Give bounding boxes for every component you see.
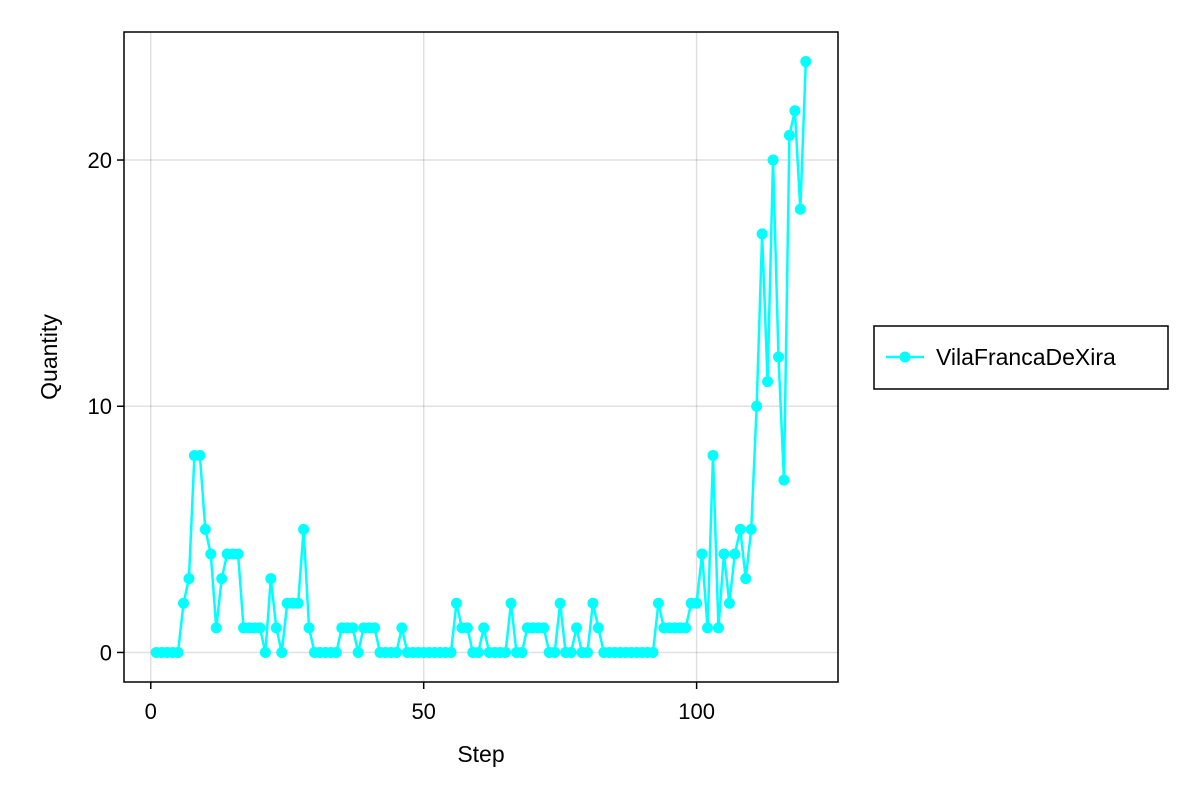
data-point bbox=[265, 573, 277, 585]
data-point bbox=[756, 228, 768, 240]
legend-series-marker bbox=[899, 351, 911, 363]
axis-layer: 0 50 100 0 10 20 bbox=[88, 148, 715, 724]
data-point bbox=[718, 548, 730, 560]
data-point bbox=[794, 203, 806, 215]
data-point bbox=[270, 622, 282, 634]
data-point bbox=[172, 646, 184, 658]
data-point bbox=[210, 622, 222, 634]
x-tick-label: 100 bbox=[678, 699, 715, 724]
data-point bbox=[762, 376, 774, 388]
data-point bbox=[478, 622, 490, 634]
series-layer bbox=[150, 56, 812, 658]
data-point bbox=[696, 548, 708, 560]
data-point bbox=[778, 474, 790, 486]
data-point bbox=[505, 597, 517, 609]
data-point bbox=[571, 622, 583, 634]
data-point bbox=[565, 646, 577, 658]
y-axis-title: Quantity bbox=[36, 314, 62, 400]
data-point bbox=[581, 646, 593, 658]
data-point bbox=[259, 646, 271, 658]
data-point bbox=[199, 523, 211, 535]
data-point bbox=[450, 597, 462, 609]
data-point bbox=[549, 646, 561, 658]
data-point bbox=[734, 523, 746, 535]
data-point bbox=[652, 597, 664, 609]
y-tick-label: 20 bbox=[88, 148, 112, 173]
data-point bbox=[729, 548, 741, 560]
data-point bbox=[472, 646, 484, 658]
y-tick-label: 0 bbox=[100, 640, 112, 665]
data-point bbox=[707, 449, 719, 461]
series-line bbox=[156, 61, 808, 654]
data-point bbox=[183, 573, 195, 585]
data-point bbox=[691, 597, 703, 609]
data-point bbox=[538, 622, 550, 634]
data-point bbox=[178, 597, 189, 609]
data-point bbox=[712, 622, 724, 634]
data-point bbox=[500, 646, 512, 658]
data-point bbox=[445, 646, 457, 658]
data-point bbox=[194, 449, 206, 461]
data-point bbox=[789, 105, 801, 117]
data-point bbox=[347, 622, 359, 634]
data-point bbox=[396, 622, 408, 634]
y-tick-label: 10 bbox=[88, 394, 112, 419]
data-point bbox=[292, 597, 304, 609]
x-axis-title: Step bbox=[457, 741, 504, 767]
data-point bbox=[554, 597, 566, 609]
data-point bbox=[587, 597, 599, 609]
data-point bbox=[390, 646, 402, 658]
data-point bbox=[516, 646, 528, 658]
data-point bbox=[592, 622, 604, 634]
data-point bbox=[800, 56, 812, 68]
data-point bbox=[276, 646, 288, 658]
data-point bbox=[767, 154, 779, 166]
data-point bbox=[745, 523, 757, 535]
data-point bbox=[783, 129, 795, 141]
data-point bbox=[298, 523, 310, 535]
data-point bbox=[369, 622, 381, 634]
x-tick-label: 50 bbox=[411, 699, 435, 724]
data-point bbox=[751, 400, 763, 412]
data-point bbox=[352, 646, 364, 658]
data-point bbox=[330, 646, 342, 658]
data-point bbox=[461, 622, 473, 634]
data-point bbox=[680, 622, 692, 634]
data-point bbox=[702, 622, 714, 634]
grid-layer bbox=[124, 32, 838, 682]
data-point bbox=[232, 548, 244, 560]
x-tick-label: 0 bbox=[145, 699, 157, 724]
data-point bbox=[740, 573, 752, 585]
data-point bbox=[254, 622, 266, 634]
data-point bbox=[205, 548, 217, 560]
data-point bbox=[216, 573, 228, 585]
data-point bbox=[723, 597, 735, 609]
data-point bbox=[647, 646, 659, 658]
plot-frame bbox=[123, 31, 839, 683]
legend: VilaFrancaDeXira bbox=[873, 325, 1169, 390]
legend-series-label: VilaFrancaDeXira bbox=[936, 344, 1116, 370]
data-point bbox=[773, 351, 784, 363]
data-point bbox=[303, 622, 315, 634]
